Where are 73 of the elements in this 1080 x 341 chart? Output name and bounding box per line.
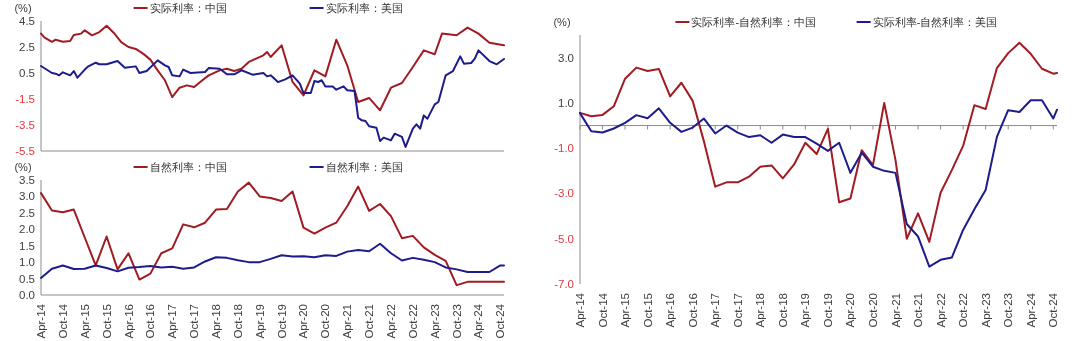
y-tick-label: 2.0: [19, 223, 35, 236]
x-tick-label: Apr-16: [664, 293, 677, 328]
x-tick-label: Apr-19: [253, 304, 266, 339]
y-axis-title: (%): [553, 16, 571, 28]
y-tick-label: -1.5: [15, 93, 35, 105]
x-tick-label: Oct-15: [641, 293, 654, 328]
x-tick-label: Apr-20: [844, 293, 857, 328]
x-tick-label: Apr-16: [122, 304, 135, 339]
legend-label: 实际利率：中国: [149, 2, 227, 14]
x-tick-label: Apr-14: [35, 303, 47, 339]
x-tick-label: Oct-22: [957, 293, 970, 328]
x-tick-label: Oct-24: [1047, 292, 1060, 328]
x-tick-label: Apr-18: [209, 304, 222, 339]
y-tick-label: 0.5: [19, 67, 35, 79]
legend-label: 实际利率：美国: [325, 2, 403, 14]
x-tick-label: Apr-24: [472, 303, 485, 339]
x-tick-label: Apr-21: [889, 293, 902, 328]
y-tick-label: 3.0: [19, 190, 35, 203]
x-tick-label: Oct-14: [596, 292, 609, 328]
x-tick-label: Apr-15: [619, 293, 632, 328]
y-tick-label: 2.5: [19, 206, 35, 219]
x-tick-label: Oct-16: [144, 304, 157, 339]
x-tick-label: Oct-18: [231, 304, 244, 339]
x-tick-label: Apr-23: [428, 304, 441, 339]
y-tick-label: 0.0: [19, 289, 35, 301]
y-tick-label: -3.0: [554, 187, 574, 200]
legend-label: 实际利率-自然利率：中国: [691, 16, 817, 28]
x-tick-label: Oct-24: [494, 303, 507, 339]
y-tick-label: 1.0: [19, 256, 35, 269]
x-tick-label: Apr-17: [709, 293, 722, 328]
y-tick-label: -5.5: [15, 145, 35, 157]
x-tick-label: Oct-22: [406, 304, 419, 339]
y-axis-title: (%): [14, 2, 32, 14]
x-tick-label: Apr-19: [799, 293, 812, 328]
x-tick-label: Apr-22: [384, 304, 397, 339]
x-tick-label: Oct-23: [450, 304, 463, 339]
x-tick-label: Oct-18: [776, 293, 789, 328]
legend-label: 自然利率：美国: [325, 161, 403, 173]
x-tick-label: Oct-16: [686, 293, 699, 328]
y-tick-label: -1.0: [554, 142, 574, 155]
x-tick-label: Oct-19: [821, 293, 834, 328]
x-tick-label: Apr-14: [574, 292, 586, 328]
x-tick-label: Oct-20: [866, 293, 879, 328]
x-tick-label: Oct-19: [275, 304, 288, 339]
x-tick-label: Oct-17: [188, 304, 201, 339]
x-tick-label: Apr-22: [934, 293, 947, 328]
x-tick-label: Apr-23: [979, 293, 992, 328]
y-tick-label: 4.5: [19, 15, 35, 27]
y-tick-label: -7.0: [554, 278, 574, 290]
y-axis-title: (%): [14, 161, 32, 173]
x-tick-label: Apr-15: [78, 304, 91, 339]
y-tick-label: 3.0: [558, 51, 574, 64]
x-tick-label: Oct-21: [912, 293, 925, 328]
x-tick-label: Apr-24: [1024, 292, 1037, 328]
y-tick-label: 1.5: [19, 239, 35, 252]
y-tick-label: 3.5: [19, 174, 35, 186]
y-tick-label: -3.5: [15, 119, 35, 131]
legend-label: 自然利率：中国: [149, 161, 227, 173]
x-tick-label: Apr-17: [166, 304, 179, 339]
x-tick-label: Apr-21: [341, 304, 354, 339]
y-tick-label: 2.5: [19, 41, 35, 53]
x-tick-label: Oct-20: [319, 304, 332, 339]
legend-label: 实际利率-自然利率：美国: [872, 16, 998, 28]
y-tick-label: 1.0: [558, 96, 574, 109]
y-tick-label: -5.0: [554, 232, 574, 245]
x-tick-label: Apr-18: [754, 293, 767, 328]
x-tick-label: Oct-14: [56, 303, 69, 339]
x-tick-label: Oct-17: [731, 293, 744, 328]
x-tick-label: Oct-21: [363, 304, 376, 339]
x-tick-label: Oct-23: [1002, 293, 1015, 328]
x-tick-label: Apr-20: [297, 304, 310, 339]
x-tick-label: Oct-15: [100, 304, 113, 339]
y-tick-label: 0.5: [19, 272, 35, 285]
